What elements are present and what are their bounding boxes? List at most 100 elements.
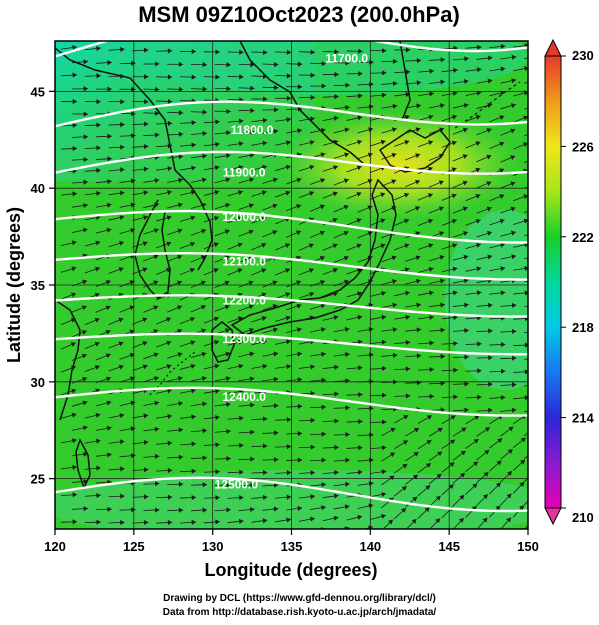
wind-vector-head [357,314,363,320]
wind-vector-head [119,240,124,246]
wind-vector-head [201,228,207,234]
wind-vector-head [334,418,339,424]
wind-vector-head [261,190,267,196]
wind-vector-head [82,279,88,285]
wind-vector-head [120,122,125,128]
wind-vector-head [153,280,159,286]
contour-line [55,150,528,175]
wind-vector-head [71,292,76,298]
wind-vector-head [506,517,512,523]
wind-vector-head [435,495,441,501]
wind-vector-head [83,179,88,185]
wind-vector-head [130,400,136,406]
wind-vector-head [464,56,469,62]
wind-vector [524,160,528,164]
wind-vector-head [272,280,278,286]
wind-vector-head [464,381,469,387]
wind-vector-head [448,484,454,490]
wind-vector-head [487,230,492,236]
wind-vector-head [321,482,326,488]
wind-vector-head [356,243,362,249]
wind-vector-head [392,302,398,308]
wind-vector-head [107,506,112,512]
wind-vector-head [130,227,136,233]
wind-vector-head [238,141,244,147]
credit-drawing: Drawing by DCL (https://www.gfd-dennou.o… [163,593,436,604]
contour-label: 12200.0 [223,293,267,307]
wind-vector-head [452,114,457,120]
wind-vector-head [239,469,244,475]
wind-vector-head [83,202,88,209]
wind-vector-head [154,453,160,460]
wind-vector-head [262,494,268,501]
wind-vector-head [345,82,350,88]
wind-vector-head [487,254,493,260]
wind-vector-head [440,57,445,63]
x-tick-label: 135 [281,539,303,554]
wind-vector-head [72,492,77,498]
wind-vector [524,57,528,60]
wind-vector-head [477,368,482,374]
wind-vector-head [464,302,469,308]
wind-vector-head [272,230,278,235]
wind-vector-head [310,494,315,500]
wind-vector-head [369,405,374,412]
wind-vector-head [129,305,135,311]
wind-vector [524,358,528,360]
wind-vector [524,186,528,189]
wind-vector-head [429,68,434,74]
wind-vector-head [249,327,254,333]
x-tick-label: 145 [438,539,460,554]
wind-vector-head [105,279,111,285]
wind-vector-head [344,504,350,510]
wind-vector-head [356,218,362,224]
x-tick-label: 140 [359,539,381,554]
wind-vector-head [320,327,326,333]
wind-vector-head [453,67,458,73]
wind-vector-head [131,507,136,513]
wind-vector-head [320,127,326,133]
wind-vector-head [452,243,458,249]
wind-vector-head [368,525,373,529]
wind-vector-head [83,451,88,457]
wind-vector-head [334,49,339,55]
wind-vector-head [154,132,160,138]
wind-vector-head [143,143,149,150]
wind-vector-head [508,426,514,432]
wind-vector-head [261,315,267,321]
wind-vector-head [118,292,124,298]
wind-vector-head [380,243,386,249]
wind-vector-head [273,128,279,134]
wind-vector-head [344,152,350,158]
wind-vector-head [477,341,482,347]
wind-vector-head [273,403,279,409]
wind-vector-head [286,339,291,345]
wind-vector-head [248,304,254,310]
wind-vector-head [154,481,160,487]
wind-vector-head [105,329,111,335]
wind-vector-head [463,231,468,236]
wind-vector-head [499,168,505,174]
wind-vector-head [178,131,184,137]
wind-vector-head [120,46,125,52]
wind-vector-head [452,266,458,272]
wind-vector-head [319,204,325,210]
wind-vector-head [119,413,125,419]
wind-vector-head [450,439,456,445]
wind-vector-head [107,86,112,92]
wind-vector-head [414,428,420,433]
wind-vector-head [214,190,220,195]
wind-vector-head [463,254,469,260]
wind-vector-head [356,267,362,273]
wind-vector-head [510,206,516,212]
y-tick-label: 40 [31,181,45,196]
wind-vector-head [70,365,76,371]
y-tick-label: 35 [31,278,45,293]
wind-vector [523,432,528,437]
wind-vector-head [106,376,111,382]
wind-vector-head [427,218,433,224]
wind-vector-head [531,448,536,453]
colorbar-tick-label: 226 [572,139,594,154]
wind-vector-head [273,430,279,436]
wind-vector [191,533,207,535]
